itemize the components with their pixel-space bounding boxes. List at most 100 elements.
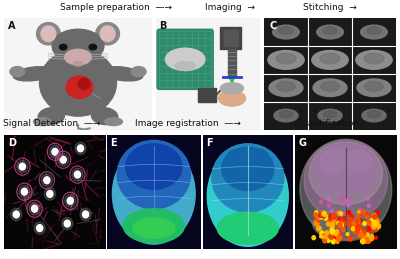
Ellipse shape xyxy=(277,82,295,91)
Ellipse shape xyxy=(269,79,303,97)
Circle shape xyxy=(331,236,336,242)
Circle shape xyxy=(37,225,43,232)
Bar xyxy=(308,102,352,130)
Circle shape xyxy=(323,235,327,241)
Circle shape xyxy=(343,217,346,220)
Circle shape xyxy=(326,238,330,242)
Ellipse shape xyxy=(126,144,182,189)
Circle shape xyxy=(341,219,346,225)
Circle shape xyxy=(349,214,353,219)
Ellipse shape xyxy=(320,53,340,64)
Circle shape xyxy=(345,200,348,203)
Ellipse shape xyxy=(317,25,343,39)
Circle shape xyxy=(340,212,342,215)
Text: Sample preparation  —→: Sample preparation —→ xyxy=(60,3,172,12)
Ellipse shape xyxy=(52,29,104,63)
Ellipse shape xyxy=(78,78,90,89)
Circle shape xyxy=(349,237,352,241)
Circle shape xyxy=(357,232,360,235)
Circle shape xyxy=(78,145,84,152)
Ellipse shape xyxy=(321,82,339,91)
Circle shape xyxy=(317,219,320,222)
Circle shape xyxy=(346,233,349,236)
Circle shape xyxy=(337,211,341,215)
Circle shape xyxy=(32,205,38,212)
Ellipse shape xyxy=(117,140,190,209)
Ellipse shape xyxy=(217,212,278,244)
Bar xyxy=(220,27,241,49)
Circle shape xyxy=(367,239,370,243)
Ellipse shape xyxy=(250,149,270,170)
Circle shape xyxy=(362,210,366,214)
Ellipse shape xyxy=(220,83,243,94)
Ellipse shape xyxy=(218,91,246,106)
Circle shape xyxy=(326,222,330,226)
Circle shape xyxy=(357,222,360,225)
Text: Imaging  →: Imaging → xyxy=(205,3,255,12)
Circle shape xyxy=(62,217,73,230)
Circle shape xyxy=(44,188,56,200)
Circle shape xyxy=(65,195,76,207)
Circle shape xyxy=(372,213,376,218)
Circle shape xyxy=(67,197,73,204)
Circle shape xyxy=(49,146,61,158)
Circle shape xyxy=(322,211,326,216)
Ellipse shape xyxy=(38,108,64,125)
Ellipse shape xyxy=(356,51,392,69)
Ellipse shape xyxy=(123,209,184,243)
Circle shape xyxy=(314,221,319,226)
Circle shape xyxy=(351,227,355,231)
Circle shape xyxy=(364,238,369,243)
Ellipse shape xyxy=(112,144,195,244)
Ellipse shape xyxy=(65,49,91,65)
Circle shape xyxy=(329,217,332,220)
Circle shape xyxy=(339,212,342,215)
Circle shape xyxy=(367,213,370,216)
Ellipse shape xyxy=(100,26,115,41)
Ellipse shape xyxy=(367,111,381,118)
Circle shape xyxy=(338,218,342,223)
Circle shape xyxy=(322,233,325,236)
Circle shape xyxy=(52,148,58,155)
Circle shape xyxy=(363,235,367,240)
Circle shape xyxy=(331,239,336,244)
Circle shape xyxy=(331,226,334,230)
Ellipse shape xyxy=(66,76,93,98)
Bar xyxy=(352,46,396,74)
Circle shape xyxy=(355,225,359,230)
Ellipse shape xyxy=(222,147,274,191)
Circle shape xyxy=(323,214,326,218)
Circle shape xyxy=(329,234,334,239)
Circle shape xyxy=(347,222,351,226)
Circle shape xyxy=(352,225,358,230)
Ellipse shape xyxy=(323,27,337,34)
Circle shape xyxy=(376,211,380,215)
Text: A: A xyxy=(8,21,16,32)
Ellipse shape xyxy=(175,62,196,70)
Ellipse shape xyxy=(274,109,298,122)
Circle shape xyxy=(80,208,91,221)
Circle shape xyxy=(334,213,337,216)
Ellipse shape xyxy=(92,108,118,125)
Bar xyxy=(264,46,308,74)
Circle shape xyxy=(319,213,324,219)
Circle shape xyxy=(366,227,370,231)
Circle shape xyxy=(312,236,316,240)
Circle shape xyxy=(327,197,330,200)
Circle shape xyxy=(315,222,317,225)
Ellipse shape xyxy=(268,51,304,69)
Circle shape xyxy=(21,188,28,195)
Ellipse shape xyxy=(279,27,293,34)
Circle shape xyxy=(358,228,362,232)
Text: C: C xyxy=(269,21,276,32)
Circle shape xyxy=(337,236,342,241)
Circle shape xyxy=(332,232,337,237)
Text: F: F xyxy=(206,138,213,148)
Circle shape xyxy=(356,214,359,217)
Circle shape xyxy=(320,231,324,236)
Ellipse shape xyxy=(300,139,392,240)
Circle shape xyxy=(29,203,40,215)
Circle shape xyxy=(41,174,52,186)
Circle shape xyxy=(330,227,334,232)
Circle shape xyxy=(332,214,335,218)
